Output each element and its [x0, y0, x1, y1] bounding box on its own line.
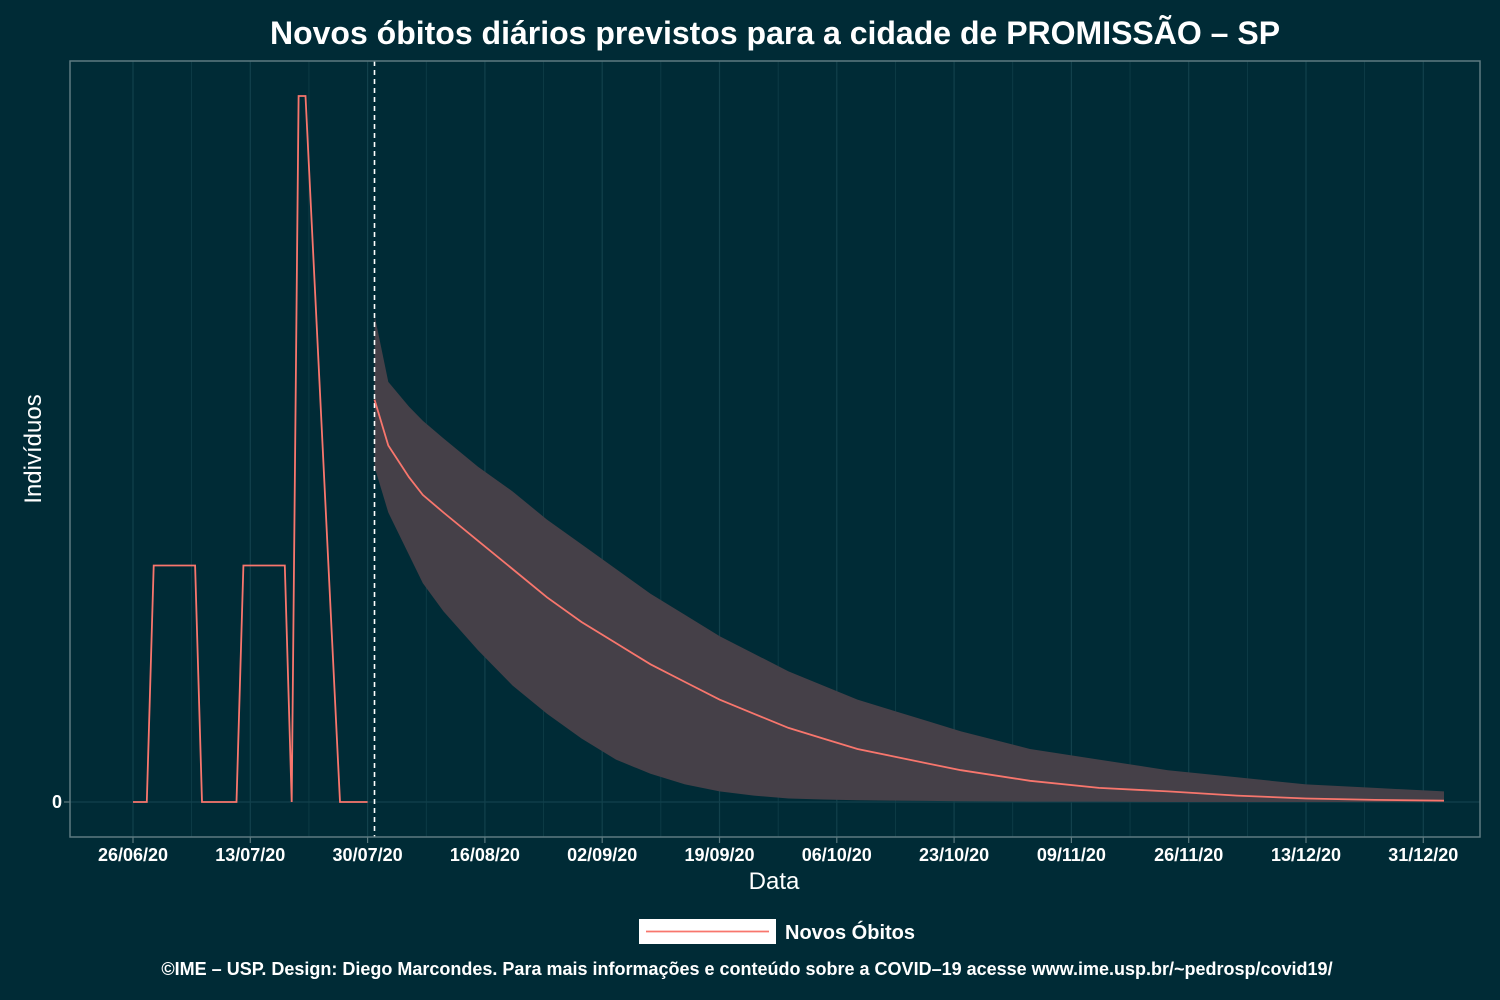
x-tick-label: 31/12/20 — [1388, 845, 1458, 865]
caption: ©IME – USP. Design: Diego Marcondes. Par… — [161, 959, 1332, 979]
x-tick-label: 23/10/20 — [919, 845, 989, 865]
x-tick-label: 30/07/20 — [333, 845, 403, 865]
x-tick-label: 26/11/20 — [1154, 845, 1223, 865]
x-tick-label: 19/09/20 — [684, 845, 754, 865]
legend: Novos Óbitos — [639, 919, 915, 944]
grid — [70, 61, 1480, 837]
y-axis-title: Indivíduos — [20, 394, 47, 503]
y-tick-label: 0 — [52, 792, 62, 812]
x-axis-title: Data — [749, 868, 800, 895]
confidence-ribbon — [374, 314, 1444, 802]
chart-title: Novos óbitos diários previstos para a ci… — [270, 15, 1280, 51]
x-tick-label: 02/09/20 — [567, 845, 637, 865]
panel-border — [69, 60, 1481, 838]
y-axis: 0 — [52, 792, 70, 812]
x-tick-label: 26/06/20 — [98, 845, 168, 865]
forecast-series-line — [373, 399, 1445, 802]
legend-label: Novos Óbitos — [785, 920, 915, 944]
x-tick-label: 13/07/20 — [215, 845, 285, 865]
x-tick-label: 16/08/20 — [450, 845, 520, 865]
x-axis: 26/06/20 13/07/20 30/07/20 16/08/20 02/09/20… — [98, 837, 1458, 865]
x-tick-label: 13/12/20 — [1271, 845, 1341, 865]
x-tick-label: 09/11/20 — [1037, 845, 1106, 865]
observed-series-line — [133, 95, 368, 803]
x-tick-label: 06/10/20 — [802, 845, 872, 865]
